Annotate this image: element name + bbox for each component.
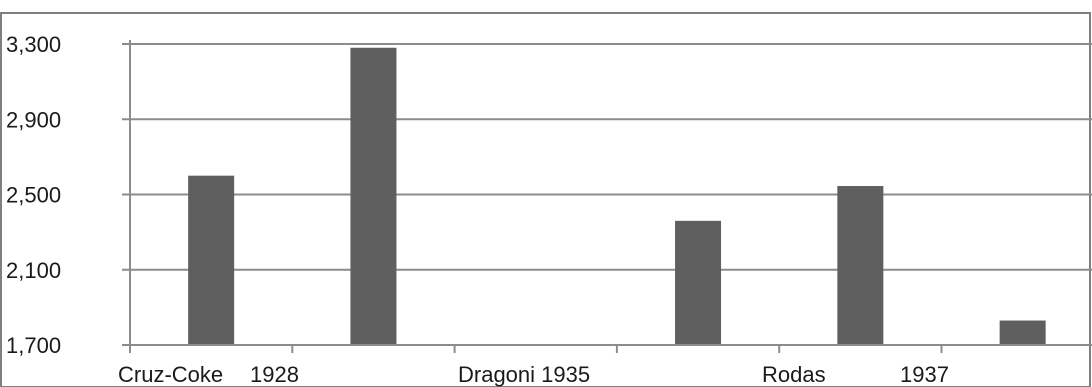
x-tick-label: Dragoni 1935 — [458, 362, 590, 387]
y-tick-label: 2,900 — [6, 107, 61, 132]
bar — [675, 220, 722, 345]
bars — [188, 47, 1046, 345]
y-tick-label: 2,500 — [6, 183, 61, 208]
x-tick-label: Rodas — [762, 362, 826, 387]
x-tick-label: 1937 — [900, 362, 949, 387]
y-tick-label: 2,100 — [6, 258, 61, 283]
tick-labels: 1,700 2,100 2,500 2,900 3,300 Cruz-Coke 1928 Dr… — [6, 32, 949, 387]
axes — [122, 40, 1092, 353]
y-tick-label: 1,700 — [6, 333, 61, 358]
bar — [188, 175, 235, 345]
gridlines — [122, 43, 1092, 271]
chart-frame — [0, 12, 1091, 387]
bar — [350, 47, 397, 345]
x-tick-label: Cruz-Coke — [118, 362, 223, 387]
bar — [837, 186, 884, 345]
y-tick-label: 3,300 — [6, 32, 61, 57]
x-tick-label: 1928 — [250, 362, 299, 387]
bar — [999, 320, 1046, 345]
